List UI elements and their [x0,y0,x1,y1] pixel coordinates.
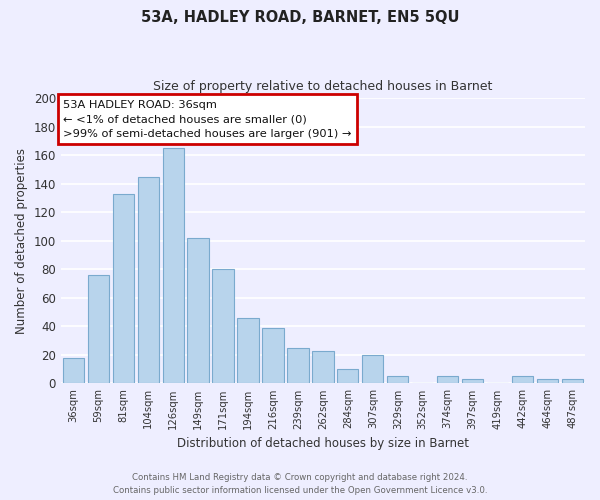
Bar [287,348,308,384]
Bar [212,270,233,384]
Bar [62,358,84,384]
Title: Size of property relative to detached houses in Barnet: Size of property relative to detached ho… [153,80,493,93]
Bar [337,369,358,384]
Bar [512,376,533,384]
Bar [88,275,109,384]
Bar [437,376,458,384]
Bar [187,238,209,384]
Bar [362,355,383,384]
Bar [137,176,159,384]
Bar [312,350,334,384]
Bar [262,328,284,384]
Bar [387,376,409,384]
Bar [562,379,583,384]
Y-axis label: Number of detached properties: Number of detached properties [15,148,28,334]
Text: Contains HM Land Registry data © Crown copyright and database right 2024.
Contai: Contains HM Land Registry data © Crown c… [113,474,487,495]
Bar [462,379,483,384]
Text: 53A, HADLEY ROAD, BARNET, EN5 5QU: 53A, HADLEY ROAD, BARNET, EN5 5QU [141,10,459,25]
Bar [238,318,259,384]
Bar [537,379,558,384]
Bar [113,194,134,384]
Text: 53A HADLEY ROAD: 36sqm
← <1% of detached houses are smaller (0)
>99% of semi-det: 53A HADLEY ROAD: 36sqm ← <1% of detached… [64,100,352,138]
Bar [163,148,184,384]
X-axis label: Distribution of detached houses by size in Barnet: Distribution of detached houses by size … [177,437,469,450]
